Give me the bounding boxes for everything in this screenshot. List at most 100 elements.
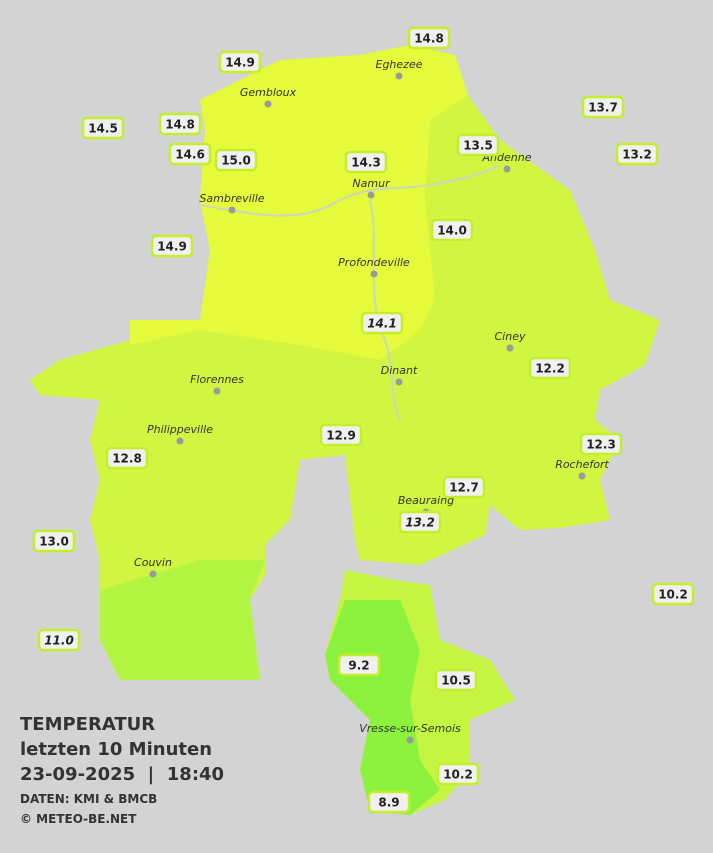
city-dot [578, 472, 586, 480]
station-box [105, 446, 149, 470]
station-value: 14.0 [437, 224, 467, 238]
station-box [407, 26, 451, 50]
station-value: 14.1 [367, 317, 397, 331]
zone-cool [100, 560, 265, 680]
station-box [615, 142, 659, 166]
station-value: 13.2 [622, 148, 652, 162]
station-value: 15.0 [221, 154, 251, 168]
station-value: 14.9 [225, 56, 255, 70]
station-box [367, 790, 411, 814]
station: 14.6 [168, 142, 212, 166]
zone-warm [130, 45, 468, 360]
station-box [337, 653, 381, 677]
station-box [168, 142, 212, 166]
station-value: 13.5 [463, 139, 493, 153]
city-dot [406, 736, 414, 744]
station: 12.9 [319, 423, 363, 447]
station-box [434, 668, 478, 692]
station: 12.7 [442, 475, 486, 499]
station: 13.2 [398, 510, 442, 534]
city-dot [503, 165, 511, 173]
station-value: 14.5 [88, 122, 118, 136]
station-value: 14.6 [175, 148, 205, 162]
station-box [581, 95, 625, 119]
city-label: Ciney [495, 330, 526, 343]
station-box [81, 116, 125, 140]
legend-source: DATEN: KMI & BMCB [20, 792, 157, 806]
station-box [651, 582, 695, 606]
station: 14.1 [360, 311, 404, 335]
station: 14.8 [407, 26, 451, 50]
station: 10.2 [436, 762, 480, 786]
station: 14.3 [344, 150, 388, 174]
city-label: Eghezee [376, 58, 423, 71]
city-dot [176, 437, 184, 445]
station-box [37, 628, 81, 652]
station-value: 12.3 [586, 438, 616, 452]
city-label: Gembloux [240, 86, 297, 99]
city-dot [370, 270, 378, 278]
station-box [398, 510, 442, 534]
city-dot [395, 72, 403, 80]
city-label: Profondeville [338, 256, 410, 269]
city-dot [395, 378, 403, 386]
city-label: Sambreville [199, 192, 264, 205]
city-dot [367, 191, 375, 199]
station-box [158, 112, 202, 136]
station: 14.9 [150, 234, 194, 258]
station: 9.2 [337, 653, 381, 677]
city-label: Florennes [190, 373, 244, 386]
station: 14.5 [81, 116, 125, 140]
city-label: Vresse-sur-Semois [359, 722, 461, 735]
station-value: 14.8 [414, 32, 444, 46]
city-dot [149, 570, 157, 578]
station-box [319, 423, 363, 447]
station-value: 13.2 [405, 516, 435, 530]
region [30, 45, 660, 680]
station-box [214, 148, 258, 172]
station-box [360, 311, 404, 335]
city-label: Dinant [381, 364, 418, 377]
station: 12.8 [105, 446, 149, 470]
station-box [344, 150, 388, 174]
legend-subtitle: letzten 10 Minuten [20, 739, 212, 760]
city-dot [228, 206, 236, 214]
station: 13.2 [615, 142, 659, 166]
station-value: 10.2 [658, 588, 688, 602]
station: 14.8 [158, 112, 202, 136]
station-box [32, 529, 76, 553]
river [199, 164, 501, 421]
station-value: 14.8 [165, 118, 195, 132]
station-box [579, 432, 623, 456]
station-value: 12.7 [449, 481, 479, 495]
station-value: 12.8 [112, 452, 142, 466]
station-box [442, 475, 486, 499]
station-box [528, 356, 572, 380]
station-value: 13.0 [39, 535, 69, 549]
station-box [218, 50, 262, 74]
station: 11.0 [37, 628, 81, 652]
legend-datetime: 23-09-2025 | 18:40 [20, 764, 224, 785]
station-value: 11.0 [44, 634, 74, 648]
station-value: 10.5 [441, 674, 471, 688]
station: 15.0 [214, 148, 258, 172]
station-value: 14.9 [157, 240, 187, 254]
city-dot [264, 100, 272, 108]
station: 13.5 [456, 133, 500, 157]
station: 8.9 [367, 790, 411, 814]
station-value: 12.2 [535, 362, 565, 376]
city-label: Philippeville [147, 423, 213, 436]
station-value: 8.9 [378, 796, 399, 810]
station-box [150, 234, 194, 258]
station-value: 10.2 [443, 768, 473, 782]
station-value: 12.9 [326, 429, 356, 443]
city-dot [213, 387, 221, 395]
city-label: Beauraing [398, 494, 454, 507]
station-box [430, 218, 474, 242]
station-box [456, 133, 500, 157]
station-value: 13.7 [588, 101, 618, 115]
station-value: 14.3 [351, 156, 381, 170]
city-dot [506, 344, 514, 352]
legend-title: TEMPERATUR [20, 714, 155, 735]
